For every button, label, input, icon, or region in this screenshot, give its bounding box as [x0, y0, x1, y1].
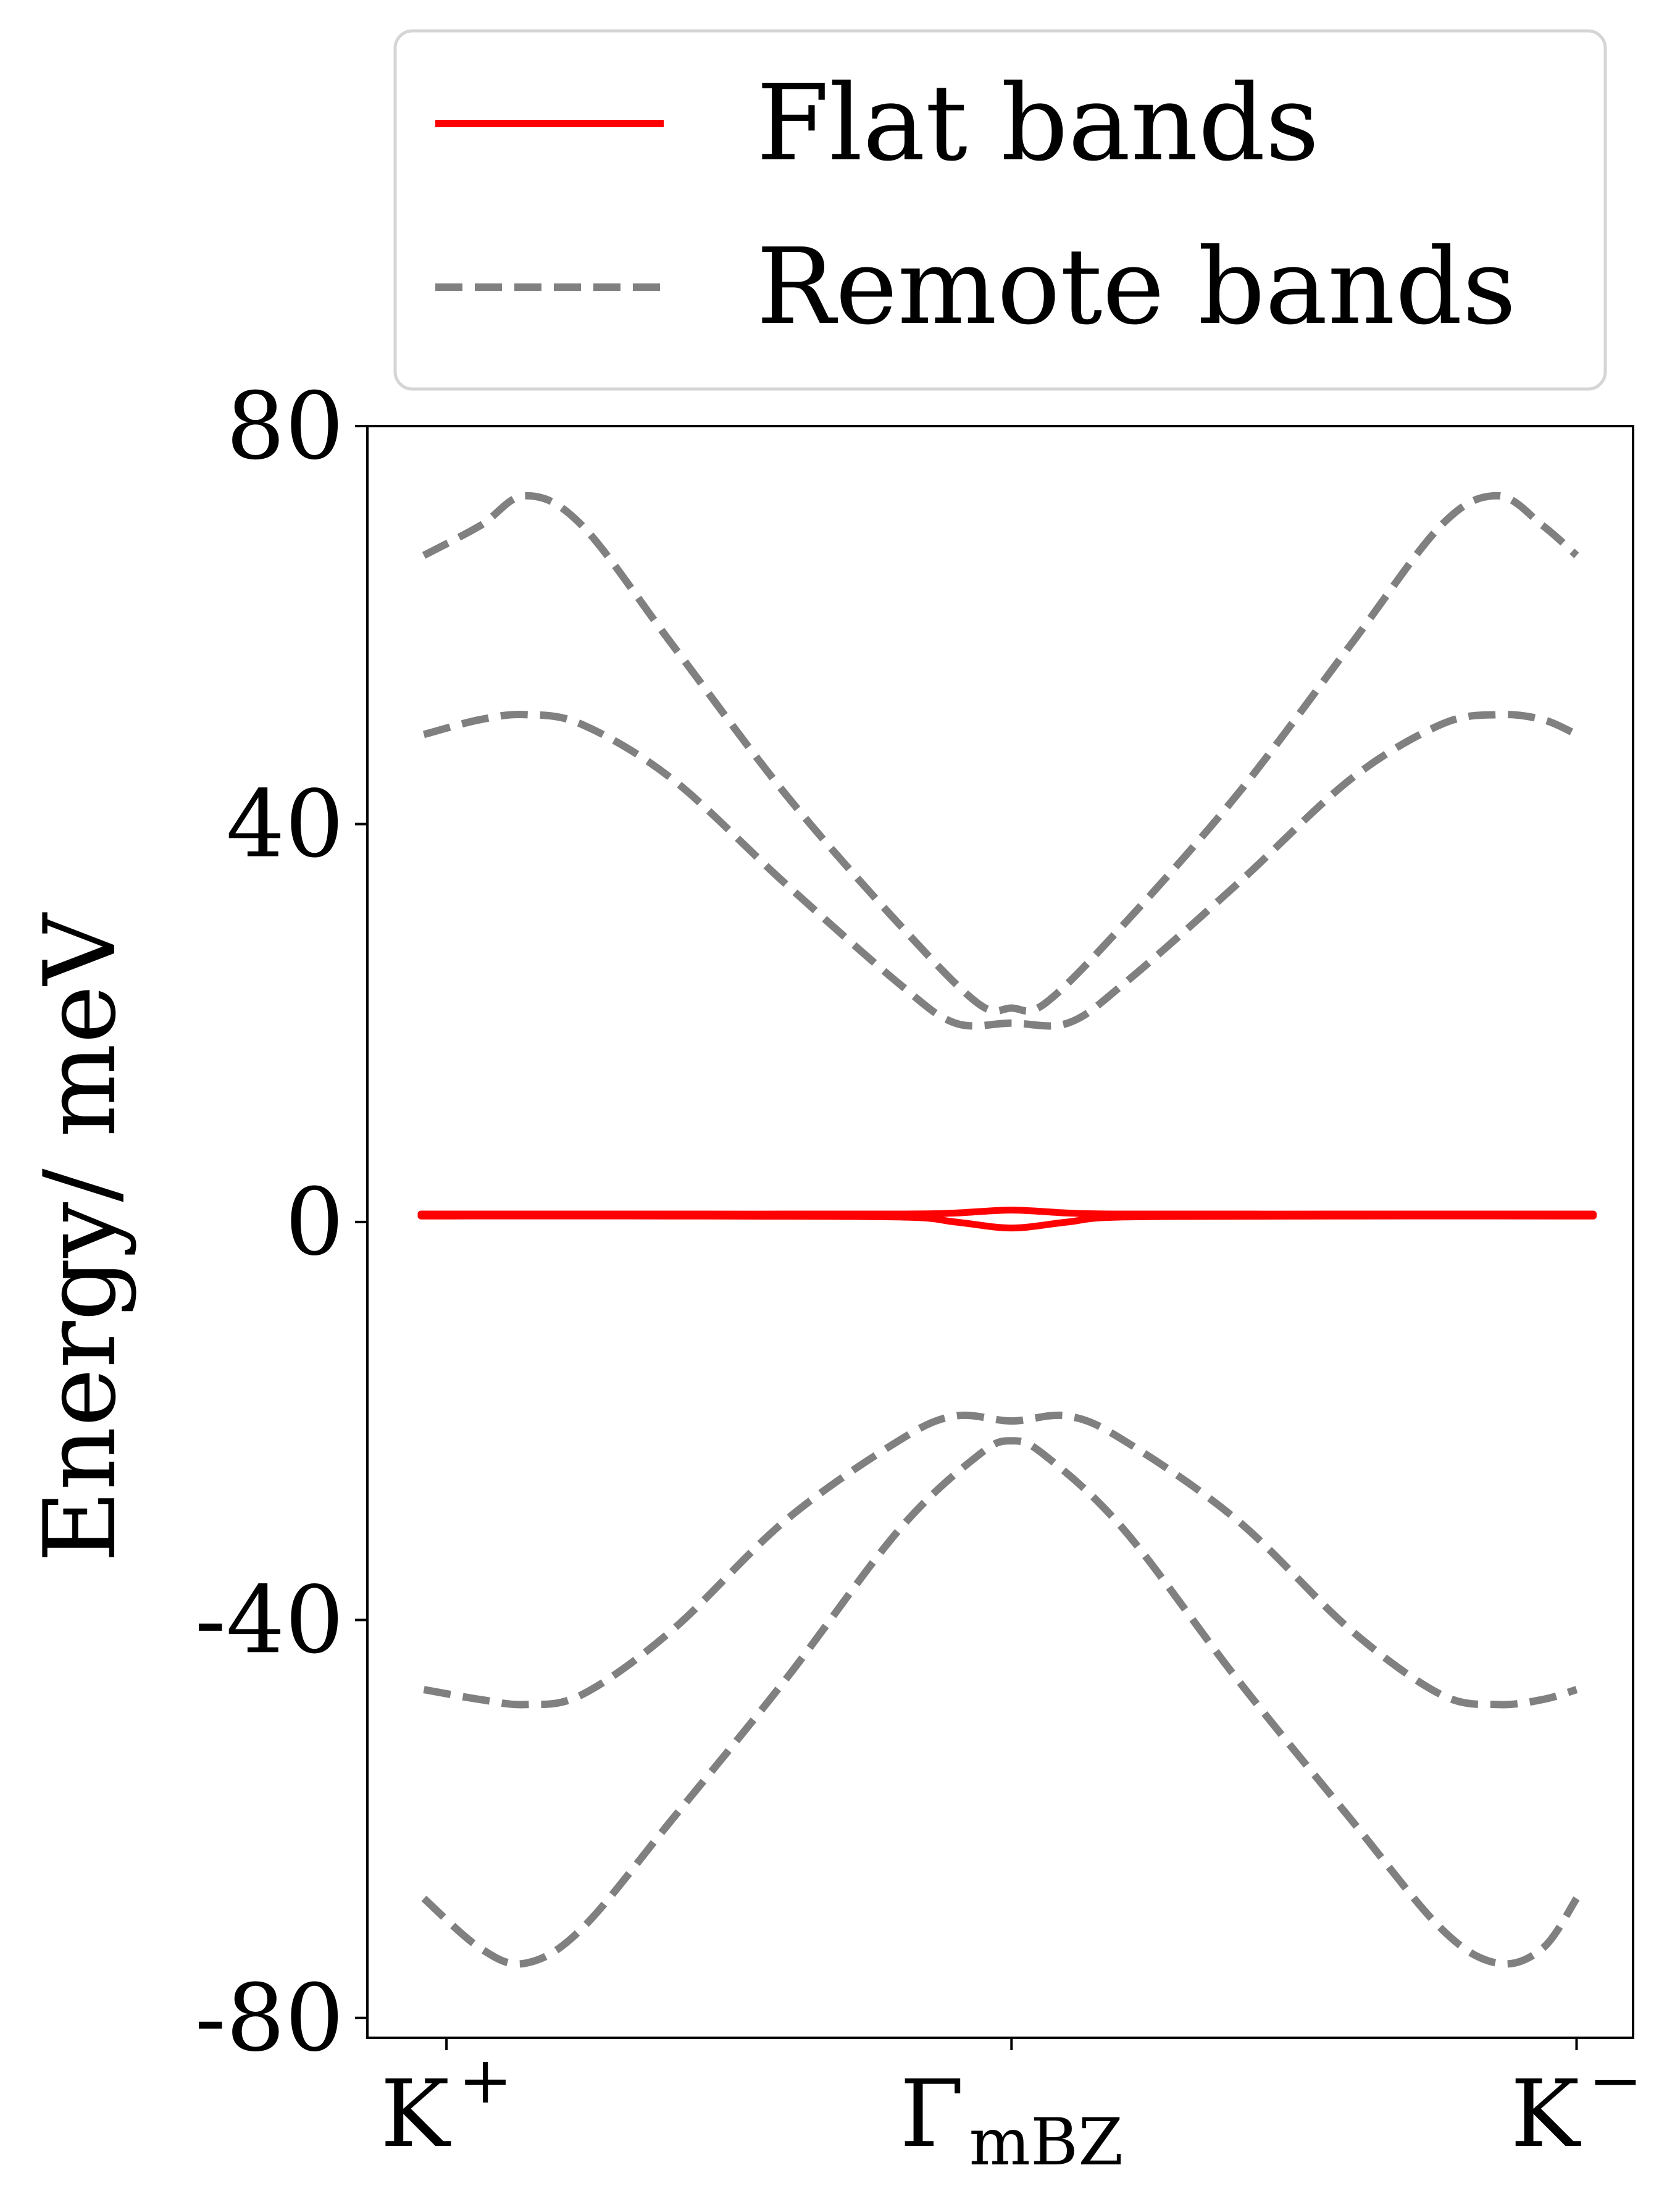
legend-box: [393, 29, 1607, 391]
plot-frame: [366, 425, 1634, 2039]
y-tick-label: -80: [194, 1965, 344, 2072]
remote-band-line-4: [423, 1411, 1578, 1709]
remote-band-line-5: [421, 1437, 1580, 1968]
plot-area: [417, 492, 1597, 1968]
y-tick-label: 0: [285, 1169, 344, 1276]
legend: Flat bands Remote bands: [393, 29, 1607, 391]
legend-label: Flat bands: [756, 62, 1319, 185]
axes: 80 40 0 -40 -80 K + ΓmBZ K − Energy/ meV: [22, 373, 1643, 2180]
x-tick-label: K +: [380, 2043, 512, 2168]
remote-band-line-3: [422, 710, 1579, 1030]
y-tick-label: 80: [226, 373, 344, 480]
remote-band-line-2: [422, 492, 1579, 1015]
y-axis-label: Energy/ meV: [22, 912, 138, 1562]
x-tick-label: ΓmBZ: [900, 2061, 1123, 2180]
x-tick-label: K −: [1510, 2043, 1642, 2168]
y-tick-label: -40: [194, 1567, 344, 1674]
flat-band-line-1: [417, 1212, 1597, 1232]
y-tick-label: 40: [226, 771, 344, 878]
legend-label: Remote bands: [756, 226, 1516, 348]
